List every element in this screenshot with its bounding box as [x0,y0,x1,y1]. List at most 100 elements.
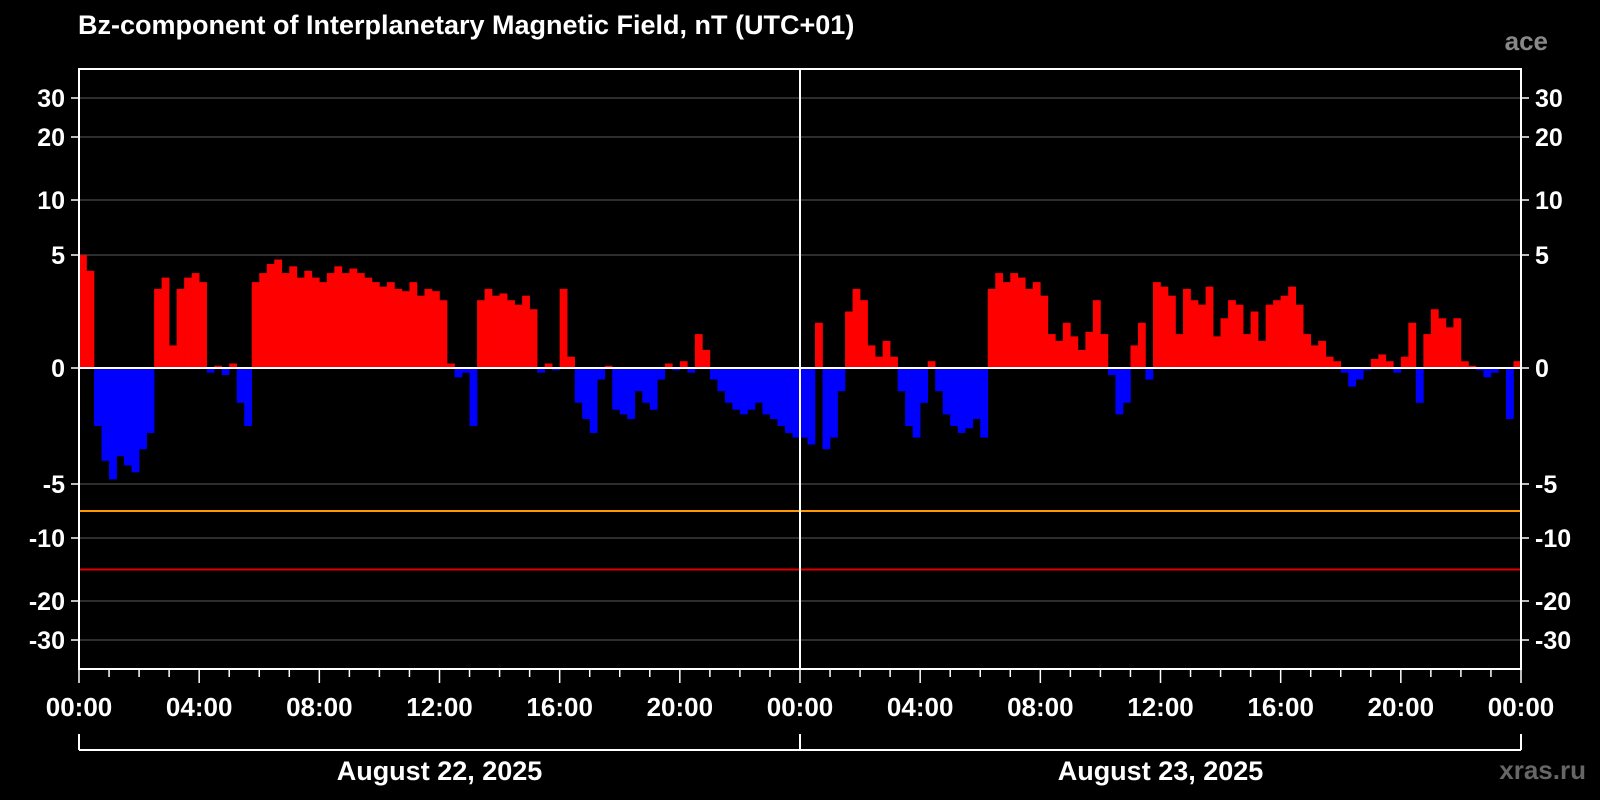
x-tick-label: 00:00 [767,692,834,722]
y-tick-label-left: 30 [37,85,65,113]
data-bar [754,368,763,403]
data-bar [1400,356,1409,368]
data-bar [1070,336,1079,368]
data-bar [386,282,395,368]
data-bar [439,300,448,368]
data-bar [296,277,305,368]
y-tick-label-left: 0 [51,355,65,383]
data-bar [94,368,102,426]
data-bar [379,286,388,368]
data-bar [1152,282,1161,368]
data-bar [1122,368,1131,403]
data-bar [124,368,132,466]
data-bar [244,368,253,426]
data-bar [1115,368,1124,415]
data-bar [912,368,921,438]
data-bar [882,340,891,368]
data-bar [1355,368,1364,380]
data-bar [980,368,989,438]
data-bar [1430,309,1439,368]
data-bar [927,361,936,368]
data-bar [1273,300,1281,368]
data-bar [1228,300,1236,368]
data-bar [1340,368,1349,373]
data-bar [462,368,470,373]
data-bar [221,368,230,375]
data-bar [987,288,996,368]
data-bar [251,282,260,368]
data-bar [1460,361,1469,368]
data-bar [1325,356,1334,368]
data-bar [416,295,425,368]
data-bar [935,368,943,392]
data-bar [860,300,868,368]
data-bar [1295,304,1304,368]
data-bar [815,322,823,368]
data-bar [619,368,628,415]
x-tick-label: 04:00 [887,692,954,722]
data-bar [1145,368,1154,380]
data-bar [1468,365,1477,368]
data-bar [101,368,110,461]
x-tick-label: 20:00 [1368,692,1435,722]
data-bar [334,266,343,368]
y-tick-label-left: 5 [51,242,65,270]
data-bar [822,368,831,450]
data-bar [431,291,440,368]
data-bar [109,368,117,480]
data-bar [972,368,981,420]
data-bar [567,356,575,368]
data-bar [1415,368,1424,403]
data-bar [184,277,192,368]
data-bar [664,363,673,368]
y-tick-label-right: 20 [1535,124,1563,152]
data-bar [597,368,606,380]
data-bar [477,300,485,368]
data-bar [1047,334,1056,368]
data-bar [1490,368,1499,373]
data-bar [537,368,545,373]
data-bar [1475,368,1484,371]
data-bar [867,345,876,368]
data-bar [807,368,816,445]
data-bar [649,368,658,410]
data-bar [574,368,583,403]
data-bar [116,368,125,457]
x-tick-label: 16:00 [1247,692,1314,722]
data-bar [1513,361,1522,368]
data-bar [1175,334,1184,368]
data-bar [484,288,493,368]
day-label: August 22, 2025 [337,756,543,786]
data-bar [830,368,838,438]
data-bar [236,368,245,403]
data-bar [777,368,786,426]
data-bar [784,368,793,433]
data-bar [1130,345,1139,368]
y-tick-label-right: 10 [1535,187,1563,215]
data-bar [732,368,741,410]
x-tick-label: 12:00 [1127,692,1194,722]
data-bar [311,277,320,368]
data-bar [281,273,290,368]
data-bar [139,368,147,450]
data-bar [1062,322,1071,368]
data-bar [905,368,913,426]
data-bar [642,368,651,403]
data-bar [1055,340,1064,368]
data-bar [304,270,313,368]
x-tick-label: 00:00 [46,692,113,722]
data-bar [634,368,643,392]
data-bar [1220,318,1229,368]
data-bar [687,368,696,373]
data-bar [1010,273,1019,368]
data-bar [529,309,538,368]
data-bar [1333,361,1342,368]
chart-title: Bz-component of Interplanetary Magnetic … [78,10,855,40]
data-bar [694,334,703,368]
data-bar [1032,282,1041,368]
data-bar [1303,334,1312,368]
y-tick-label-right: -10 [1535,525,1571,553]
data-bar [214,365,222,368]
data-bar [1160,286,1169,368]
data-bar [341,273,350,368]
